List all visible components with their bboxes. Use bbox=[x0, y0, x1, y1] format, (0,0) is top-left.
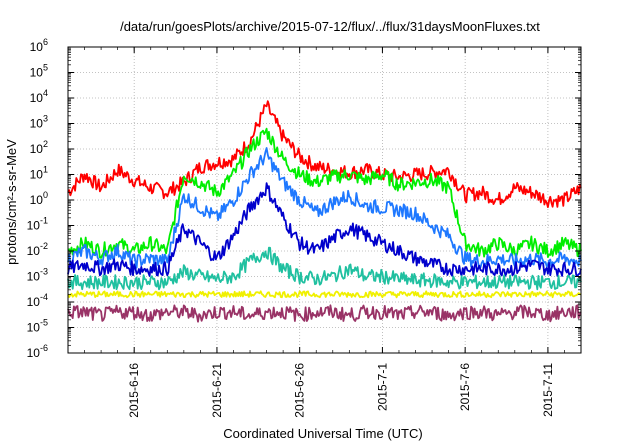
y-tick-label: 10-3 bbox=[27, 267, 48, 284]
y-tick-label-exp: 4 bbox=[43, 88, 48, 98]
x-tick-label: 2015-7-1 bbox=[375, 363, 389, 411]
chart-title: /data/run/goesPlots/archive/2015-07-12/f… bbox=[120, 19, 540, 34]
x-tick-label: 2015-6-16 bbox=[127, 363, 141, 418]
y-tick-label-base: 10 bbox=[30, 193, 44, 207]
x-tick-label: 2015-6-26 bbox=[293, 363, 307, 418]
y-tick-label-exp: -2 bbox=[40, 241, 48, 251]
series-line-3 bbox=[67, 147, 582, 269]
y-tick-label-base: 10 bbox=[27, 270, 41, 284]
y-tick-label-base: 10 bbox=[30, 142, 44, 156]
series-line-6 bbox=[67, 290, 582, 299]
y-axis-label: protons/cm²-s-sr-MeV bbox=[4, 139, 19, 265]
y-tick-label-base: 10 bbox=[27, 346, 41, 360]
y-tick-label-base: 10 bbox=[30, 91, 44, 105]
y-tick-label-exp: -1 bbox=[40, 216, 48, 226]
series-line-4 bbox=[67, 182, 582, 277]
y-tick-label-base: 10 bbox=[27, 295, 41, 309]
series-line-2 bbox=[67, 127, 582, 259]
y-tick-label-base: 10 bbox=[30, 40, 44, 54]
y-tick-label: 10-4 bbox=[27, 292, 48, 309]
y-tick-label: 105 bbox=[30, 63, 48, 80]
y-tick-label-exp: 3 bbox=[43, 114, 48, 124]
y-tick-label-exp: 5 bbox=[43, 63, 48, 73]
y-tick-label: 10-5 bbox=[27, 318, 48, 335]
y-tick-label-exp: -6 bbox=[40, 343, 48, 353]
series-line-1 bbox=[67, 100, 582, 208]
series-layer bbox=[67, 100, 582, 323]
x-axis: 2015-6-16 2015-6-21 2015-6-26 2015-7-1 2015-… bbox=[67, 47, 582, 418]
y-tick-label-exp: -3 bbox=[40, 267, 48, 277]
y-tick-label-exp: 2 bbox=[43, 139, 48, 149]
y-tick-label: 10-1 bbox=[27, 216, 48, 233]
y-tick-label: 102 bbox=[30, 139, 48, 156]
y-tick-label: 10-6 bbox=[27, 343, 48, 360]
y-tick-label: 10-2 bbox=[27, 241, 48, 258]
x-tick-label: 2015-6-21 bbox=[210, 363, 224, 418]
y-tick-label-exp: 6 bbox=[43, 37, 48, 47]
y-tick-label: 100 bbox=[30, 190, 48, 207]
y-tick-label-base: 10 bbox=[30, 168, 44, 182]
y-tick-label-base: 10 bbox=[30, 117, 44, 131]
series-line-5 bbox=[67, 246, 582, 291]
x-tick-label: 2015-7-6 bbox=[458, 363, 472, 411]
y-tick-label: 104 bbox=[30, 88, 48, 105]
y-tick-label: 101 bbox=[30, 165, 48, 182]
series-line-7 bbox=[67, 304, 582, 323]
y-tick-label: 106 bbox=[30, 37, 48, 54]
y-tick-label-exp: -4 bbox=[40, 292, 48, 302]
x-tick-label: 2015-7-11 bbox=[541, 363, 555, 417]
y-tick-label: 103 bbox=[30, 114, 48, 131]
y-tick-label-exp: -5 bbox=[40, 318, 48, 328]
y-tick-label-exp: 0 bbox=[43, 190, 48, 200]
y-axis: 10-610-510-410-310-210-11001011021031041… bbox=[27, 37, 581, 360]
y-tick-label-base: 10 bbox=[30, 66, 44, 80]
y-tick-label-base: 10 bbox=[27, 219, 41, 233]
y-tick-label-base: 10 bbox=[27, 321, 41, 335]
y-tick-label-base: 10 bbox=[27, 244, 41, 258]
y-tick-label-exp: 1 bbox=[43, 165, 48, 175]
x-axis-label: Coordinated Universal Time (UTC) bbox=[223, 426, 422, 441]
